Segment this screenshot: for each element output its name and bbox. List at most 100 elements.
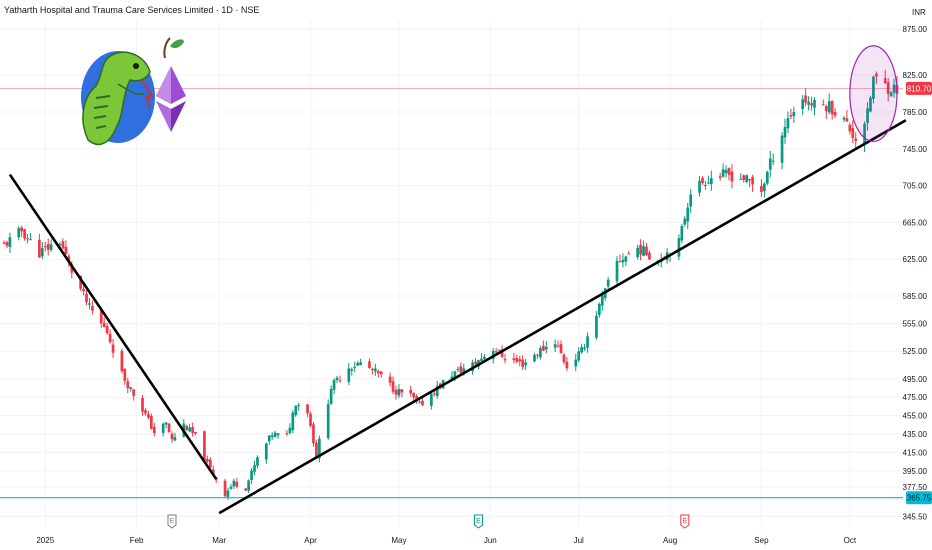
candle-body xyxy=(639,244,642,255)
candle-body xyxy=(170,433,174,440)
candle-body xyxy=(226,490,230,497)
candle-body xyxy=(203,431,206,461)
candle-body xyxy=(765,171,769,184)
candle-body xyxy=(804,95,807,103)
candle-body xyxy=(29,239,32,241)
candle-body xyxy=(126,381,130,389)
trendline xyxy=(218,119,907,515)
candle-body xyxy=(247,480,250,491)
price-axis[interactable]: 875.00 825.00 785.00 745.00 705.00 665.00 625.… xyxy=(903,25,928,521)
candle-body xyxy=(188,427,192,432)
candle-body xyxy=(191,427,194,434)
candle-body xyxy=(297,405,301,407)
candle-body xyxy=(709,178,713,185)
candle-body xyxy=(848,124,852,132)
y-tick-label: 555.00 xyxy=(903,320,928,329)
candle-body xyxy=(400,389,404,393)
candle-body xyxy=(394,389,398,395)
y-tick-label: 825.00 xyxy=(903,71,928,80)
y-tick-label: 525.00 xyxy=(903,347,928,356)
candle-body xyxy=(85,293,88,303)
candle-body xyxy=(40,248,44,257)
candle-body xyxy=(332,379,336,390)
candle-body xyxy=(167,423,171,433)
y-tick-label: 875.00 xyxy=(903,25,928,34)
candle-body xyxy=(480,358,483,362)
candle-body xyxy=(792,112,796,117)
candle-body xyxy=(141,398,144,412)
candle-body xyxy=(701,177,704,184)
candle-body xyxy=(824,106,828,112)
candle-body xyxy=(288,427,292,433)
candle-body xyxy=(724,169,728,174)
candle-body xyxy=(553,344,557,348)
candle-body xyxy=(421,400,424,406)
candle-body xyxy=(680,226,684,241)
candle-body xyxy=(285,433,289,435)
candle-body xyxy=(335,377,339,380)
candle-body xyxy=(161,423,165,433)
candle-body xyxy=(810,103,813,106)
highlight-ellipse xyxy=(849,45,898,143)
candle-body xyxy=(521,359,525,368)
candle-body xyxy=(727,168,731,175)
candle-body xyxy=(244,488,248,491)
x-tick-label: Jun xyxy=(484,536,497,545)
candle-body xyxy=(544,346,548,350)
horizontal-lines xyxy=(0,88,903,499)
candle-body xyxy=(497,349,501,351)
x-tick-label: Sep xyxy=(754,536,769,545)
candle-body xyxy=(267,435,271,442)
candle-body xyxy=(851,128,855,138)
candle-body xyxy=(208,459,212,468)
candle-body xyxy=(318,438,321,459)
candle-body xyxy=(456,368,460,370)
y-tick-label: 705.00 xyxy=(903,182,928,191)
level-price-badge-text: 365.75 xyxy=(907,494,932,503)
candle-body xyxy=(474,361,477,364)
time-axis[interactable]: 2025 Feb Mar Apr May Jun Jul Aug Sep Oct xyxy=(36,536,856,545)
candle-body xyxy=(707,182,710,184)
candle-body xyxy=(388,376,392,383)
candle-body xyxy=(152,427,156,434)
candle-body xyxy=(541,345,545,351)
candle-body xyxy=(512,358,516,361)
candle-body xyxy=(869,97,872,112)
candle-body xyxy=(412,392,416,398)
candle-body xyxy=(58,243,62,245)
candle-body xyxy=(494,351,498,353)
candle-body xyxy=(565,361,569,369)
candle-body xyxy=(783,127,787,138)
trendline xyxy=(8,173,218,480)
candle-body xyxy=(429,393,433,406)
candle-body xyxy=(597,303,601,316)
candle-body xyxy=(309,413,312,426)
candle-body xyxy=(801,99,805,109)
y-tick-label: 665.00 xyxy=(903,218,928,227)
x-tick-label: Apr xyxy=(304,536,317,545)
candle-body xyxy=(61,241,65,249)
candle-body xyxy=(306,404,309,414)
candle-body xyxy=(842,117,846,120)
candle-body xyxy=(264,443,268,460)
candle-body xyxy=(111,344,115,353)
candle-body xyxy=(256,457,259,466)
candle-body xyxy=(866,108,869,123)
candle-body xyxy=(854,138,858,141)
candle-body xyxy=(46,243,50,250)
candle-body xyxy=(518,359,522,362)
candle-body xyxy=(315,442,318,458)
candle-body xyxy=(147,414,150,418)
candle-body xyxy=(503,358,507,361)
candle-body xyxy=(99,309,103,324)
candle-body xyxy=(129,387,133,390)
candle-body xyxy=(827,101,831,113)
candle-body xyxy=(677,238,681,257)
candle-body xyxy=(291,412,295,431)
candle-body xyxy=(120,350,124,372)
candle-body xyxy=(294,405,298,416)
candle-body xyxy=(26,238,29,240)
candle-body xyxy=(500,349,504,357)
candle-body xyxy=(636,247,639,258)
